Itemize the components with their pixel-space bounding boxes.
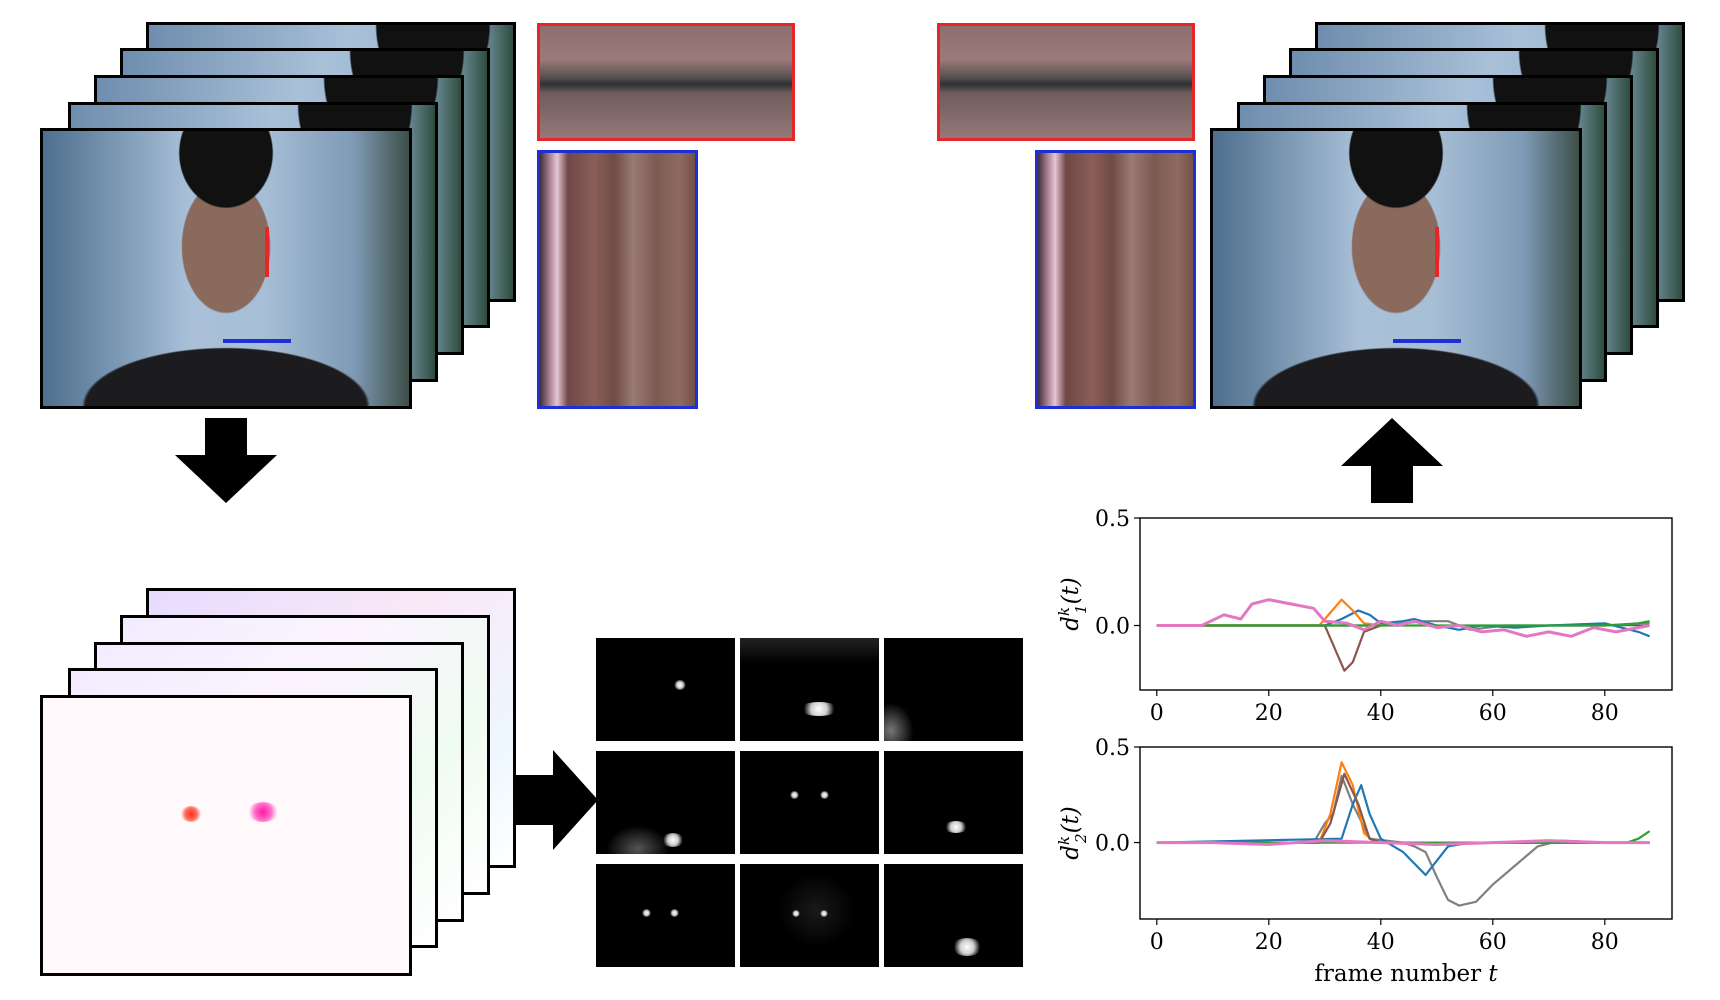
series-line-4: [1156, 772, 1650, 844]
y-tick-label: 0.0: [1095, 832, 1130, 857]
plot-frame: [1139, 746, 1673, 920]
x-tick-label: 60: [1479, 701, 1507, 726]
y-tick-label: 0.5: [1095, 507, 1130, 532]
right-arrow-icon: [516, 750, 598, 850]
vertical-slice-marker: [1435, 227, 1439, 277]
up-arrow-icon: [1341, 418, 1443, 503]
series-line-5: [1156, 620, 1650, 627]
output-blue-slice: [1035, 150, 1196, 409]
y-axis-label: dk2(t): [1055, 806, 1090, 860]
series-line-4: [1156, 624, 1382, 672]
x-axis-label: frame number t: [1314, 961, 1498, 987]
flow-blob-red: [181, 806, 201, 822]
y-axis-label: dk1(t): [1055, 577, 1090, 631]
mode-cell: [740, 751, 879, 854]
flow-frame-front: [40, 695, 412, 976]
x-tick-label: 60: [1479, 930, 1507, 955]
x-tick-label: 20: [1255, 930, 1283, 955]
horizontal-slice-marker: [1393, 339, 1461, 343]
flow-blob-magenta: [248, 802, 278, 822]
mode-cell: [884, 638, 1023, 741]
series-line-2: [1156, 784, 1650, 877]
input-red-slice: [537, 23, 795, 141]
x-tick-label: 80: [1591, 930, 1619, 955]
mode-cell: [740, 864, 879, 967]
series-line-3: [1156, 598, 1381, 627]
x-tick-label: 0: [1150, 930, 1164, 955]
series-line-3: [1156, 761, 1650, 844]
x-tick-label: 20: [1255, 701, 1283, 726]
mode-cell: [884, 751, 1023, 854]
x-tick-label: 40: [1367, 930, 1395, 955]
y-tick-label: 0.5: [1095, 736, 1130, 761]
mode-cell: [596, 638, 735, 741]
x-tick-label: 40: [1367, 701, 1395, 726]
x-tick-label: 0: [1150, 701, 1164, 726]
mode-cell: [740, 638, 879, 741]
input-blue-slice: [537, 150, 698, 409]
x-tick-label: 80: [1591, 701, 1619, 726]
down-arrow-icon: [175, 418, 277, 503]
series-line-6: [1156, 598, 1650, 638]
output-red-slice: [937, 23, 1195, 141]
mode-cell: [596, 864, 735, 967]
series-line-6: [1156, 839, 1650, 846]
mode-cell: [596, 751, 735, 854]
horizontal-slice-marker: [223, 339, 291, 343]
y-tick-label: 0.0: [1095, 615, 1130, 640]
input-frame-front: [40, 128, 412, 409]
vertical-slice-marker: [265, 227, 269, 277]
plot-frame: [1139, 517, 1673, 691]
mode-coefficient-plots: 0 20 40 60 80 0.5 0.0 dk1(t) 0 20 40 60 80 0.5 0.0 dk2(…: [1040, 500, 1690, 995]
output-frame-front: [1210, 128, 1582, 409]
mode-cell: [884, 864, 1023, 967]
